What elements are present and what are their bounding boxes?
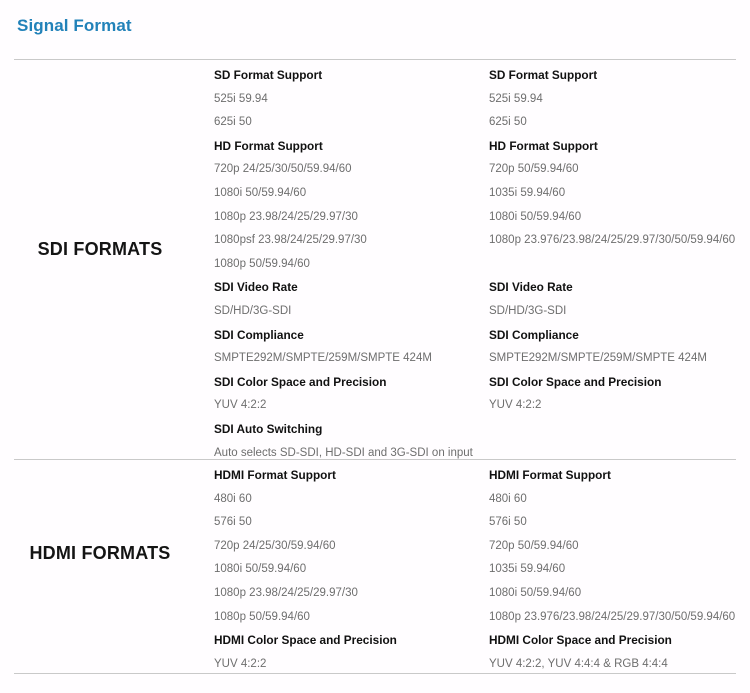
spec-value: YUV 4:2:2 [214,657,267,670]
spec-value: 480i 60 [489,492,527,505]
sdi-column-2: SD Format Support 525i 59.94 625i 50 HD For… [489,60,747,418]
spec-value: SD/HD/3G-SDI [214,304,292,317]
spec-group-heading: SDI Color Space and Precision [214,374,387,389]
spec-value: 720p 50/59.94/60 [489,163,579,176]
spec-value: 720p 24/25/30/50/59.94/60 [214,163,352,176]
sdi-column-1: SD Format Support 525i 59.94 625i 50 HD For… [214,60,486,465]
spec-group-heading: HD Format Support [489,138,598,153]
spec-value: 576i 50 [214,516,252,529]
spec-value: 480i 60 [214,492,252,505]
spec-group-heading: HDMI Format Support [214,468,336,482]
spec-value: 1035i 59.94/60 [489,186,566,199]
spec-value: Auto selects SD-SDI, HD-SDI and 3G-SDI o… [214,446,473,459]
spec-value: 1080p 23.976/23.98/24/25/29.97/30/50/59.… [489,234,736,247]
spec-group-heading: SDI Auto Switching [214,421,323,436]
spec-group-heading: SDI Compliance [489,327,579,342]
spec-value: 1080i 50/59.94/60 [489,586,582,599]
hdmi-column-1: HDMI Format Support 480i 60 576i 50 720p 24… [214,460,486,676]
divider-bottom [14,673,736,674]
section-label-sdi-formats: SDI FORMATS [37,239,163,259]
spec-value: SMPTE292M/SMPTE/259M/SMPTE 424M [489,352,707,365]
spec-value: YUV 4:2:2 [214,399,267,412]
spec-group-heading: SDI Color Space and Precision [489,374,662,389]
spec-value: 1080p 23.976/23.98/24/25/29.97/30/50/59.… [489,610,736,623]
spec-value: 720p 50/59.94/60 [489,539,579,552]
spec-value: 1035i 59.94/60 [489,563,566,576]
spec-value: 1080psf 23.98/24/25/29.97/30 [214,234,367,247]
spec-group-heading: HDMI Color Space and Precision [489,633,672,648]
spec-spacer [489,253,747,277]
spec-value: 625i 50 [214,116,252,129]
spec-group-heading: HDMI Format Support [489,468,611,482]
spec-value: 1080i 50/59.94/60 [489,210,582,223]
spec-group-heading: SD Format Support [489,68,598,82]
divider-middle [14,459,736,460]
spec-value: 1080p 23.98/24/25/29.97/30 [214,586,358,599]
spec-value: 525i 59.94 [214,92,268,105]
spec-value: 625i 50 [489,116,527,129]
spec-group-heading: SDI Video Rate [489,280,573,295]
section-label-hdmi-formats: HDMI FORMATS [29,543,171,563]
spec-value: 1080i 50/59.94/60 [214,186,307,199]
hdmi-column-2: HDMI Format Support 480i 60 576i 50 720p 50… [489,460,747,676]
spec-value: 1080p 50/59.94/60 [214,610,310,623]
divider-top [14,59,736,60]
spec-value: 1080p 23.98/24/25/29.97/30 [214,210,358,223]
section-sdi-formats: SDI FORMATS SD Format Support 525i 59.94 6… [0,60,750,459]
spec-value: 720p 24/25/30/59.94/60 [214,539,336,552]
page-header: Signal Format [0,0,750,59]
spec-value: 525i 59.94 [489,92,543,105]
spec-group-heading: SD Format Support [214,68,323,82]
section-hdmi-formats: HDMI FORMATS HDMI Format Support 480i 60 5… [0,460,750,673]
spec-group-heading: HD Format Support [214,138,323,153]
spec-value: 1080i 50/59.94/60 [214,563,307,576]
spec-group-heading: SDI Compliance [214,327,304,342]
spec-value: SMPTE292M/SMPTE/259M/SMPTE 424M [214,352,432,365]
spec-value: YUV 4:2:2, YUV 4:4:4 & RGB 4:4:4 [489,657,668,670]
spec-value: YUV 4:2:2 [489,399,542,412]
spec-value: SD/HD/3G-SDI [489,304,567,317]
spec-value: 576i 50 [489,516,527,529]
spec-group-heading: SDI Video Rate [214,280,298,295]
spec-value: 1080p 50/59.94/60 [214,257,310,270]
page-title: Signal Format [17,16,132,35]
spec-group-heading: HDMI Color Space and Precision [214,633,397,648]
